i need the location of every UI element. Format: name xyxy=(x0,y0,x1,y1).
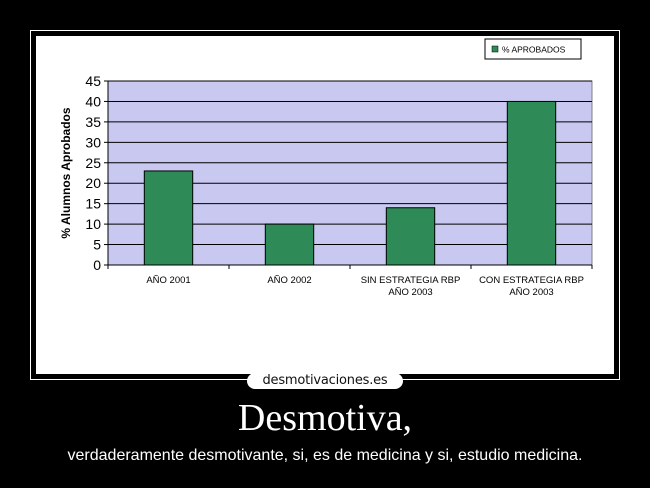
legend: % APROBADOS xyxy=(484,38,582,60)
legend-entry: % APROBADOS xyxy=(502,45,566,55)
y-tick-label: 15 xyxy=(85,196,101,212)
y-tick-label: 30 xyxy=(85,134,101,150)
legend-swatch xyxy=(491,45,499,53)
y-axis-label: % Alumnos Aprobados xyxy=(59,107,73,238)
y-tick-label: 10 xyxy=(85,216,101,232)
bar-chart: 0 5 10 15 20 25 30 35 40 45 AÑO 2001 AÑO 2002 SIN ES… xyxy=(59,38,593,298)
poster-caption: verdaderamente desmotivante, si, es de m… xyxy=(67,447,583,464)
y-tick-label: 5 xyxy=(93,237,101,253)
bar xyxy=(143,170,194,266)
x-tick-label: AÑO 2002 xyxy=(267,275,311,286)
y-tick-label: 25 xyxy=(85,155,101,171)
site-logo: desmotivaciones.es xyxy=(247,373,403,389)
y-tick-label: 20 xyxy=(85,175,101,191)
y-tick-label: 0 xyxy=(93,257,101,273)
chart-picture: 0 5 10 15 20 25 30 35 40 45 AÑO 2001 AÑO 2002 SIN ES… xyxy=(36,36,614,374)
bar xyxy=(385,207,436,266)
bar xyxy=(264,223,315,266)
legend-box xyxy=(484,38,582,60)
y-tick-label: 40 xyxy=(85,93,101,109)
x-tick-label: CON ESTRATEGIA RBP xyxy=(479,275,584,286)
x-tick-label: SIN ESTRATEGIA RBP xyxy=(361,275,461,286)
poster-headline: Desmotiva, xyxy=(237,397,413,439)
x-tick-label: AÑO 2003 xyxy=(388,287,432,298)
x-tick-label: AÑO 2001 xyxy=(146,275,190,286)
x-tick-label: AÑO 2003 xyxy=(509,287,553,298)
bar xyxy=(506,100,557,266)
y-tick-label: 35 xyxy=(85,114,101,130)
y-tick-label: 45 xyxy=(85,73,101,89)
